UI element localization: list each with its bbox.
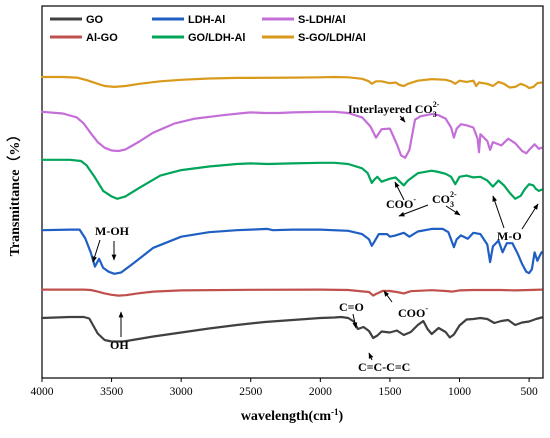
annotation-arrow	[399, 115, 406, 123]
x-tick-label: 3500	[100, 386, 123, 398]
annotation-interlayered: Interlayered CO32-	[348, 100, 440, 119]
annotation-arrow	[492, 195, 505, 229]
annotation-arrow	[383, 290, 393, 303]
legend-label: LDH-Al	[188, 14, 225, 26]
x-tick-label: 4000	[31, 386, 54, 398]
legend-label: S-GO/LDH/Al	[298, 32, 366, 44]
annotation-coo2: COO-	[398, 304, 428, 320]
legend-label: GO/LDH-Al	[188, 32, 245, 44]
annotation-co: C=O	[339, 300, 364, 314]
x-tick-label: 3000	[170, 386, 193, 398]
x-tick-label: 2500	[239, 386, 262, 398]
series-line-al-go	[40, 288, 543, 297]
annotation-arrow	[352, 313, 358, 329]
x-tick-label: 2000	[309, 386, 332, 398]
annotation-layer: Interlayered CO32- COO- CO32- M-O M-OH OH C=O C…	[92, 100, 539, 374]
legend-label: GO	[86, 14, 104, 26]
x-tick-label: 500	[520, 386, 538, 398]
annotation-moh: M-OH	[95, 224, 130, 238]
annotation-coo1: COO-	[386, 195, 416, 211]
x-axis-title: wavelength(cm-1)	[241, 407, 344, 424]
annotation-arrow	[521, 203, 539, 230]
annotation-mo: M-O	[497, 229, 522, 243]
annotation-arrow	[445, 205, 461, 216]
x-tick-label: 1000	[448, 386, 471, 398]
annotation-oh: OH	[110, 338, 129, 352]
series-line-ldh-al	[40, 227, 543, 275]
annotation-arrow	[92, 239, 101, 263]
legend-label: Al-GO	[86, 32, 118, 44]
y-axis-title: Transmittance（%）	[7, 128, 23, 257]
series-line-s-go-ldh-al	[40, 75, 543, 90]
plot-frame	[41, 5, 544, 379]
x-axis-ticks: 4000 3500 3000 2500 2000 1500 1000 500	[31, 378, 538, 398]
series-line-go-ldh-al	[40, 158, 543, 200]
series-line-s-ldh-al	[40, 110, 543, 159]
annotation-arrow	[394, 181, 405, 201]
annotation-cccc: C=C-C=C	[358, 360, 410, 374]
annotation-arrow	[398, 204, 429, 217]
x-tick-label: 1500	[378, 386, 401, 398]
legend: GO Al-GO LDH-Al GO/LDH-Al S-LDH/Al S-GO/LDH/A…	[50, 14, 366, 44]
annotation-arrow	[368, 352, 374, 361]
series-layer	[40, 75, 543, 343]
series-line-go	[40, 315, 543, 343]
annotation-co3: CO32-	[432, 190, 457, 209]
legend-label: S-LDH/Al	[298, 14, 346, 26]
